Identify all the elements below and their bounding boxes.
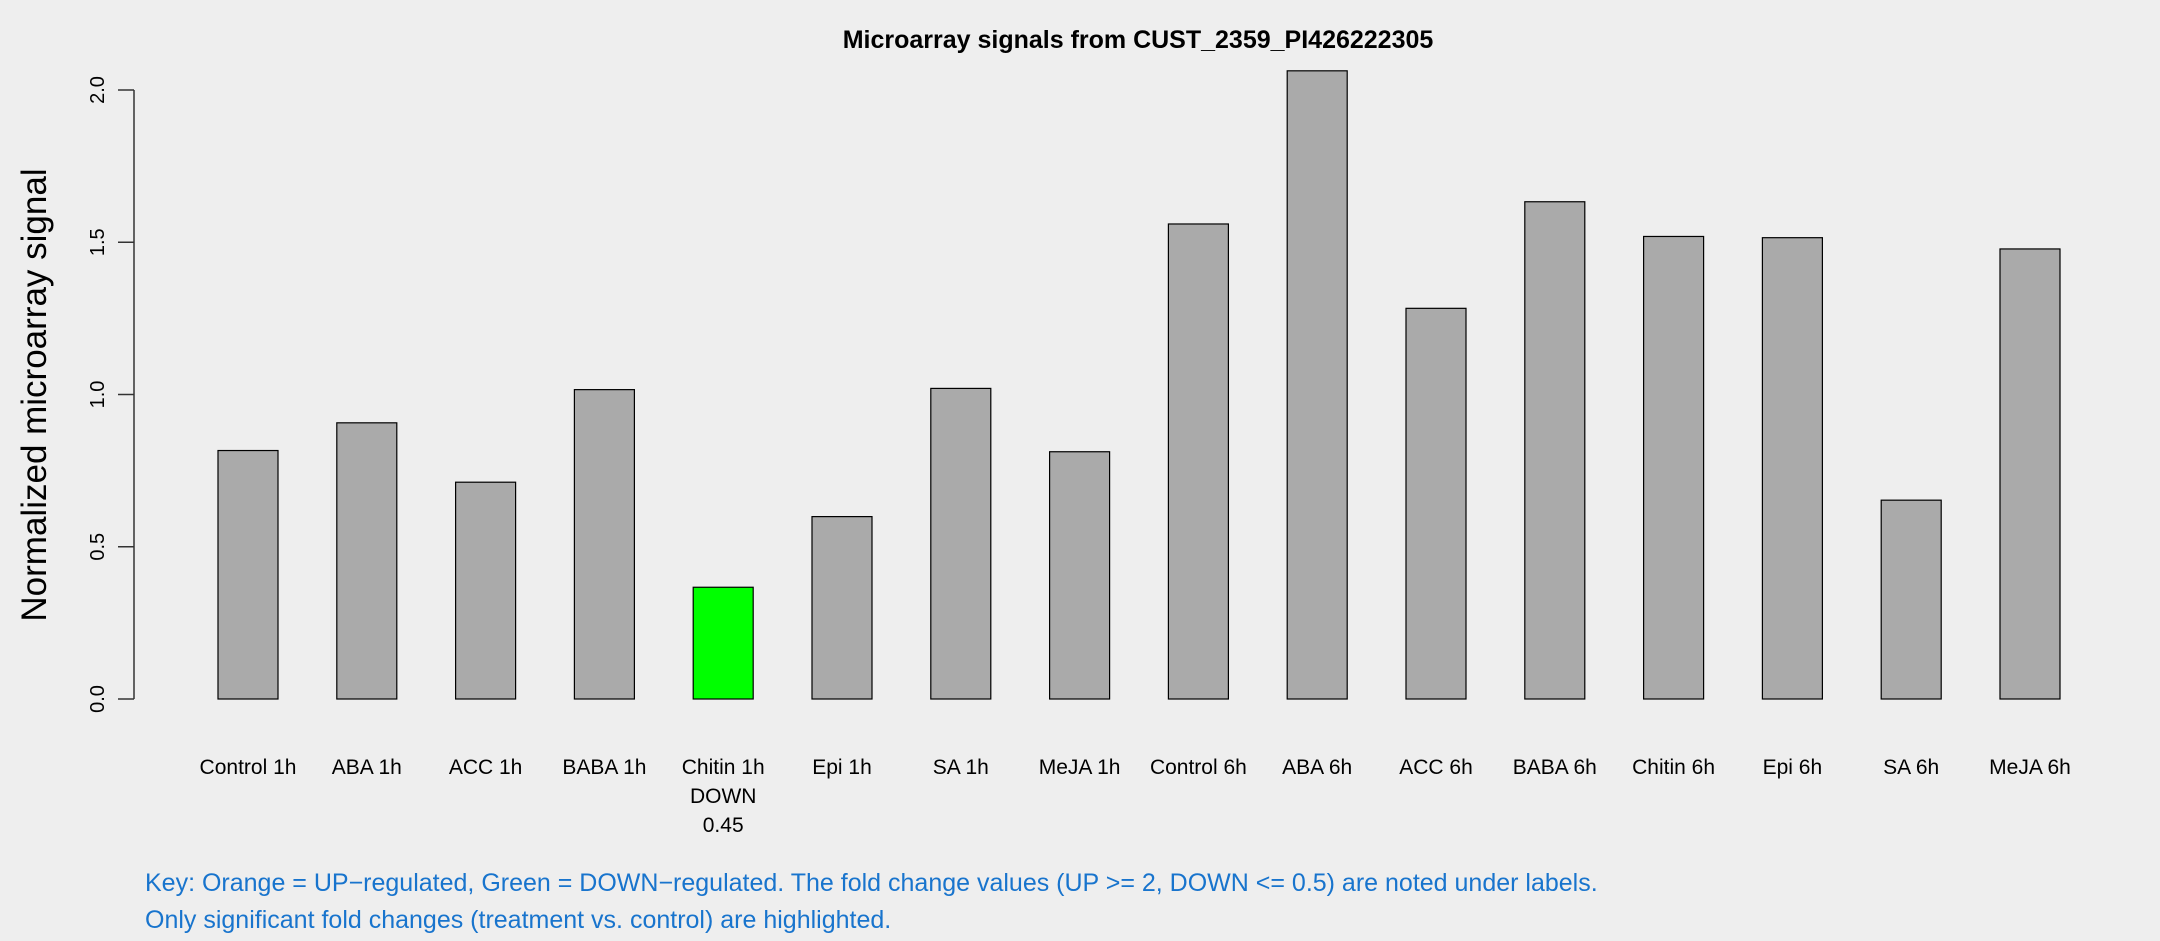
y-tick-label: 0.5 <box>87 533 109 561</box>
y-tick-label: 1.5 <box>87 228 109 256</box>
bar <box>1880 499 1942 700</box>
bar <box>217 449 279 700</box>
x-tick-label: SA 6h <box>1883 756 1939 779</box>
bar <box>336 422 398 700</box>
x-tick-label: Control 1h <box>200 756 297 779</box>
x-tick-labels: Control 1h ABA 1h ACC 1h BABA 1h Chitin 1h Ep… <box>200 756 2071 837</box>
bars <box>217 70 2061 700</box>
bar <box>1286 70 1348 700</box>
y-tick-label: 1.0 <box>87 381 109 409</box>
x-tick-label: ACC 6h <box>1399 756 1473 779</box>
bar <box>455 481 517 700</box>
bar <box>573 389 636 700</box>
x-tick-label: ABA 6h <box>1282 756 1352 779</box>
bar <box>1167 223 1230 700</box>
bar <box>692 586 754 700</box>
bar <box>1642 235 1705 700</box>
x-tick-label: MeJA 1h <box>1039 756 1121 779</box>
chart-title: Microarray signals from CUST_2359_PI4262… <box>843 26 1434 54</box>
y-axis: 0.0 0.5 1.0 1.5 2.0 <box>87 76 135 713</box>
x-tick-label: SA 1h <box>933 756 989 779</box>
annotation-direction: DOWN <box>690 785 757 808</box>
x-tick-label: BABA 1h <box>562 756 646 779</box>
y-tick-label: 2.0 <box>87 76 109 104</box>
y-tick-label: 0.0 <box>87 685 109 713</box>
x-tick-label: Epi 1h <box>812 756 872 779</box>
key-line-1: Key: Orange = UP−regulated, Green = DOWN… <box>145 869 1598 897</box>
x-tick-label: ACC 1h <box>449 756 523 779</box>
x-tick-label: Chitin 6h <box>1632 756 1715 779</box>
x-tick-label: MeJA 6h <box>1989 756 2071 779</box>
x-tick-label: Chitin 1h <box>682 756 765 779</box>
x-tick-label: Control 6h <box>1150 756 1247 779</box>
y-axis-label: Normalized microarray signal <box>15 168 54 621</box>
key-line-2: Only significant fold changes (treatment… <box>145 906 891 934</box>
x-tick-label: BABA 6h <box>1513 756 1597 779</box>
x-tick-label: Epi 6h <box>1763 756 1823 779</box>
bar <box>1524 201 1586 700</box>
bar <box>811 516 873 700</box>
bar <box>1048 451 1111 700</box>
bar <box>1761 237 1824 700</box>
bar <box>930 387 992 700</box>
annotation-fold-change: 0.45 <box>703 814 744 837</box>
x-tick-label: ABA 1h <box>332 756 402 779</box>
bar <box>1405 307 1467 700</box>
bar <box>1999 248 2061 700</box>
